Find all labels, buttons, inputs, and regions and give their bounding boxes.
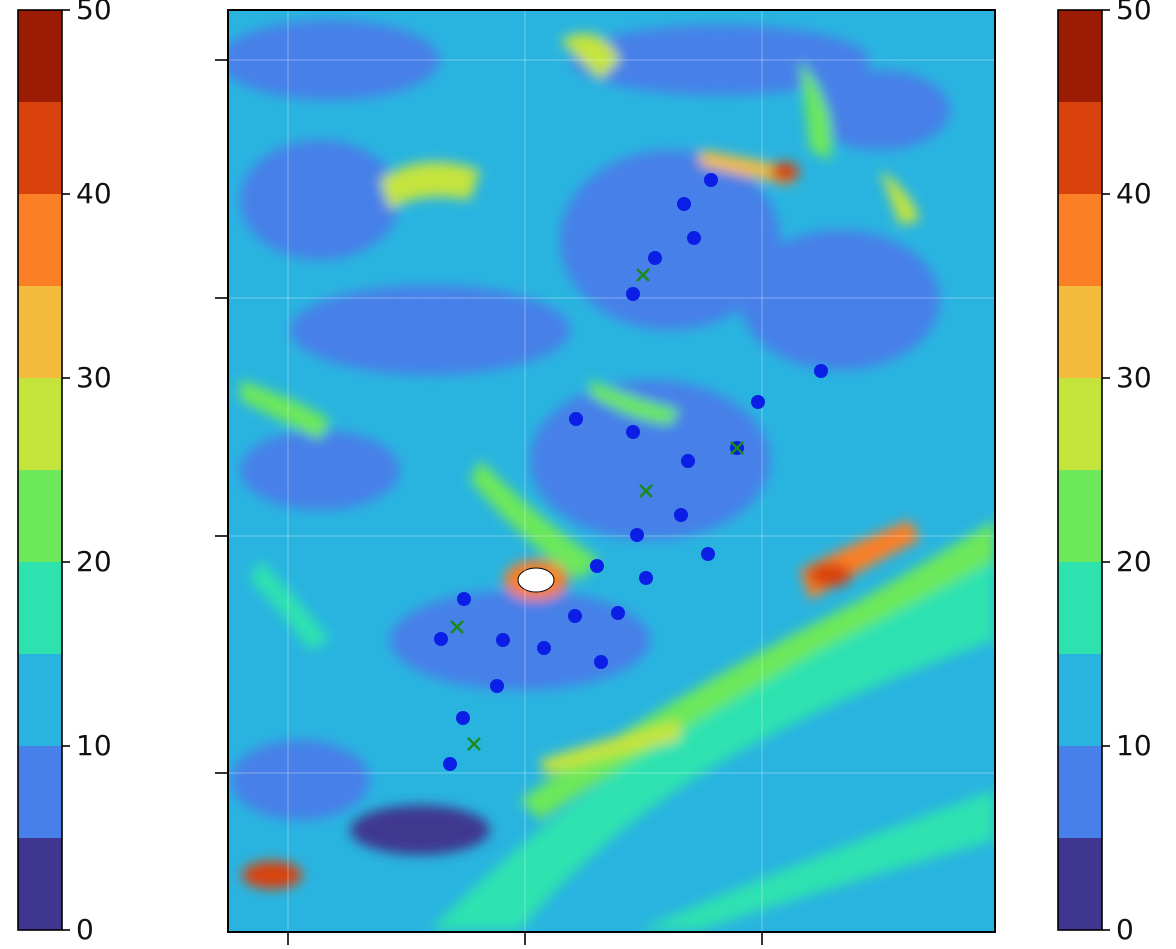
- colorbar-tick-label: 40: [76, 177, 112, 210]
- colorbar-tick-label: 0: [76, 913, 94, 946]
- colorbar-band: [18, 10, 62, 102]
- body: {"colorbars": [ {"levels": [0, 5, 10, 15…: [0, 0, 1176, 949]
- page: Contour map with colorbars html, body { …: [0, 0, 1176, 949]
- colorbar-tick-label: 20: [76, 545, 112, 578]
- colorbar-tick-label: 50: [76, 0, 112, 26]
- colorbar-band: [18, 746, 62, 838]
- colorbar-band: [18, 562, 62, 654]
- colorbar-band: [1058, 378, 1102, 470]
- colorbar-band: [1058, 562, 1102, 654]
- colorbar-band: [1058, 194, 1102, 286]
- colorbar-tick-label: 10: [76, 729, 112, 762]
- map: [220, 10, 995, 932]
- colorbar-band: [1058, 838, 1102, 930]
- colorbar-tick-label: 20: [1116, 545, 1152, 578]
- colorbar-band: [18, 286, 62, 378]
- colorbar-band: [1058, 10, 1102, 102]
- colorbar-band: [1058, 102, 1102, 194]
- colorbar-tick-label: 30: [1116, 361, 1152, 394]
- colorbar-band: [18, 470, 62, 562]
- colorbar-band: [18, 194, 62, 286]
- colorbar-band: [18, 838, 62, 930]
- figure: 0 10 20 30 40 50 0 10 20 30 40 50: [0, 0, 1176, 949]
- colorbar-band: [1058, 470, 1102, 562]
- colorbar-tick-label: 50: [1116, 0, 1152, 26]
- colorbar-band: [1058, 286, 1102, 378]
- colorbar-band: [18, 102, 62, 194]
- colorbar-tick-label: 0: [1116, 913, 1134, 946]
- colorbar-band: [1058, 654, 1102, 746]
- colorbar-tick-label: 10: [1116, 729, 1152, 762]
- colorbar-band: [18, 654, 62, 746]
- colorbar-tick-label: 40: [1116, 177, 1152, 210]
- colorbar-band: [1058, 746, 1102, 838]
- peak: [518, 568, 554, 592]
- colorbar-band: [18, 378, 62, 470]
- colorbar-tick-label: 30: [76, 361, 112, 394]
